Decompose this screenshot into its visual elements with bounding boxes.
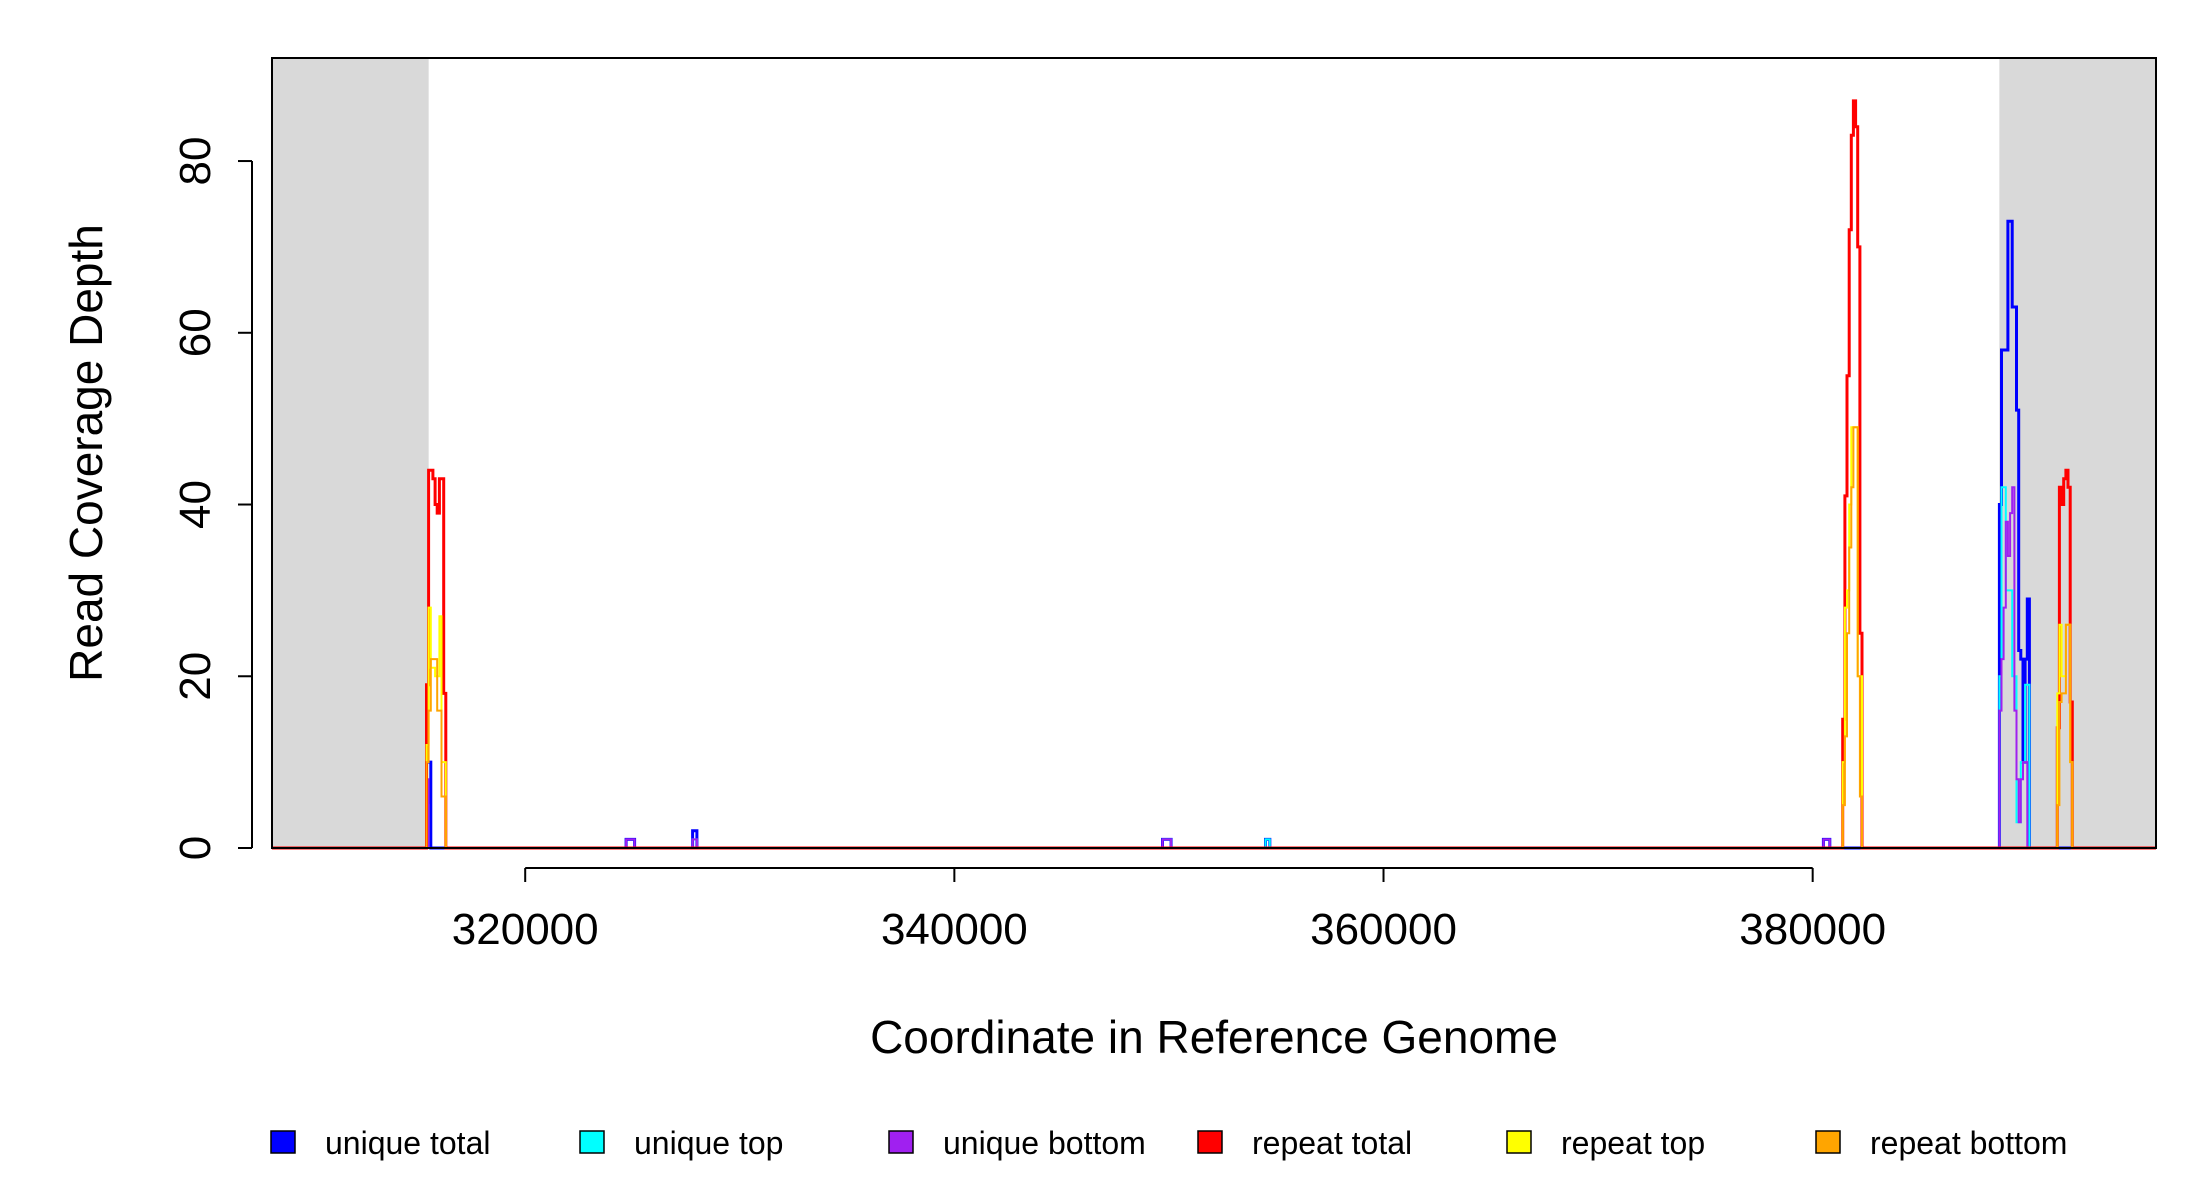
legend-label: repeat bottom	[1870, 1125, 2067, 1161]
legend-item-repeat-total: repeat total	[1197, 1125, 1412, 1161]
series-line-repeat-bottom	[272, 426, 2156, 849]
y-axis-title: Read Coverage Depth	[60, 224, 112, 682]
x-tick-label: 340000	[881, 905, 1028, 954]
x-axis-title: Coordinate in Reference Genome	[870, 1011, 1558, 1063]
legend: unique total unique top unique bottom repea…	[270, 1125, 2067, 1161]
legend-item-unique-total: unique total	[270, 1125, 490, 1161]
legend-label: unique bottom	[943, 1125, 1146, 1161]
legend-swatch	[1506, 1130, 1532, 1154]
legend-label: unique total	[325, 1125, 490, 1161]
legend-swatch	[1197, 1130, 1223, 1154]
y-tick-label: 20	[171, 652, 220, 701]
x-tick-label: 380000	[1739, 905, 1886, 954]
legend-swatch	[1815, 1130, 1841, 1154]
legend-swatch	[888, 1130, 914, 1154]
y-axis: 0 20 40 60 80	[171, 137, 253, 860]
legend-item-unique-top: unique top	[579, 1125, 783, 1161]
shaded-region-1	[272, 58, 429, 848]
series-line-unique-bottom	[272, 486, 2156, 849]
legend-item-repeat-bottom: repeat bottom	[1815, 1125, 2067, 1161]
shaded-regions	[272, 58, 2156, 848]
x-tick-label: 360000	[1310, 905, 1457, 954]
legend-item-repeat-top: repeat top	[1506, 1125, 1705, 1161]
series-line-unique-total	[272, 219, 2156, 850]
y-tick-label: 40	[171, 480, 220, 529]
legend-item-unique-bottom: unique bottom	[888, 1125, 1146, 1161]
series-line-repeat-top	[272, 426, 2156, 849]
legend-swatch	[270, 1130, 296, 1154]
legend-label: repeat total	[1252, 1125, 1412, 1161]
series-line-unique-top	[272, 486, 2156, 849]
series-line-repeat-total	[272, 99, 2156, 850]
y-tick-label: 60	[171, 308, 220, 357]
series-lines	[272, 99, 2156, 850]
legend-label: repeat top	[1561, 1125, 1705, 1161]
plot-frame	[271, 57, 2157, 849]
x-axis: 320000 340000 360000 380000	[452, 867, 1886, 954]
x-tick-label: 320000	[452, 905, 599, 954]
legend-label: unique top	[634, 1125, 783, 1161]
y-tick-label: 0	[171, 836, 220, 860]
legend-swatch	[579, 1130, 605, 1154]
y-tick-label: 80	[171, 137, 220, 186]
